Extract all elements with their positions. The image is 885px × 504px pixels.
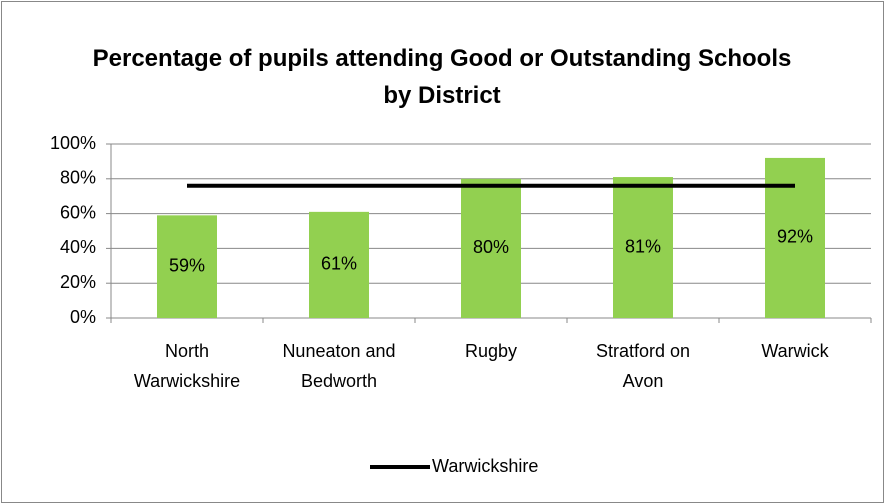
y-tick-label: 20% [60,272,96,292]
data-label: 59% [169,255,205,275]
y-tick-label: 60% [60,202,96,222]
data-label: 92% [777,227,813,247]
bar [461,178,521,318]
y-tick-label: 80% [60,168,96,188]
x-tick-label: Warwick [761,341,829,361]
data-label: 80% [473,237,509,257]
x-tick-label: Nuneaton and Bedworth [282,341,396,391]
data-label: 61% [321,254,357,274]
chart-title: Percentage of pupils attending Good or O… [92,45,792,109]
y-tick-label: 100% [50,133,96,153]
x-tick-label: Stratford on Avon [595,341,691,391]
bar [157,215,217,318]
y-tick-label: 0% [70,307,96,327]
legend-label: Warwickshire [432,456,538,476]
bar [309,211,369,318]
y-tick-label: 40% [60,237,96,257]
bar [613,177,673,318]
data-label: 81% [625,236,661,256]
x-tick-label: Rugby [464,341,518,361]
x-tick-label: North Warwickshire [133,341,241,391]
